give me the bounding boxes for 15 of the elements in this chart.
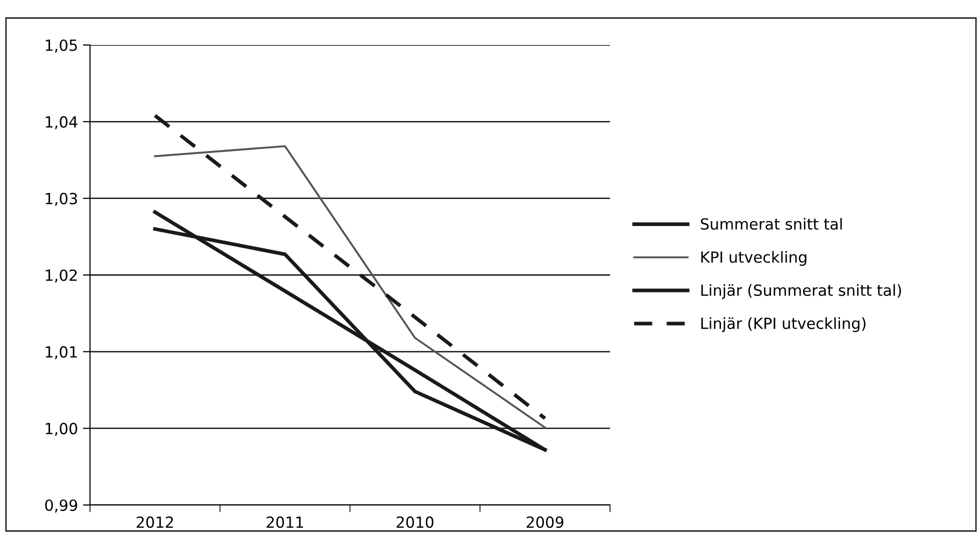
legend-label: Linjär (KPI utveckling) — [701, 317, 866, 332]
x-tick-label: 2009 — [526, 516, 564, 528]
x-tick-label: 2012 — [136, 516, 173, 528]
legend-label: Linjär (Summerat snitt tal) — [701, 284, 901, 299]
y-tick-label: 0,99 — [45, 499, 78, 513]
y-tick-label: 1,01 — [46, 346, 77, 360]
legend-label: Summerat snitt tal — [700, 218, 842, 230]
x-tick-label: 2011 — [266, 516, 304, 528]
legend-label: KPI utveckling — [701, 251, 806, 266]
y-tick-label: 1,05 — [46, 39, 77, 53]
y-tick-label: 1,02 — [46, 269, 77, 283]
y-tick-label: 1,04 — [46, 116, 78, 130]
y-tick-label: 1,03 — [46, 192, 77, 206]
x-tick-label: 2010 — [396, 516, 434, 528]
y-tick-label: 1,00 — [46, 422, 78, 436]
